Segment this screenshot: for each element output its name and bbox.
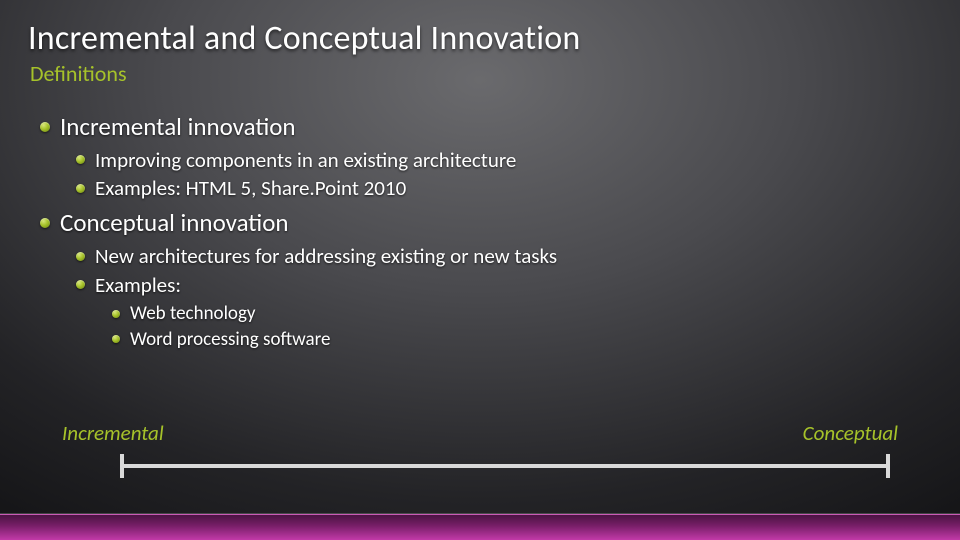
axis-bar <box>120 464 890 468</box>
slide-subtitle: Definitions <box>30 60 127 87</box>
bullet-icon <box>112 335 120 343</box>
list-item: Word processing software <box>112 327 920 353</box>
bullet-icon <box>40 122 50 132</box>
list-item: Incremental innovation Improving compone… <box>40 110 920 202</box>
content-area: Incremental innovation Improving compone… <box>40 110 920 356</box>
axis-right-label: Conceptual <box>803 420 898 446</box>
bullet-text: Incremental innovation <box>60 110 296 144</box>
bullet-text: Word processing software <box>130 327 330 353</box>
list-item: Examples: HTML 5, Share.Point 2010 <box>76 174 920 202</box>
slide-title: Incremental and Conceptual Innovation <box>28 18 580 59</box>
bullet-text: New architectures for addressing existin… <box>95 242 557 270</box>
bullet-icon <box>76 252 85 261</box>
bullet-icon <box>76 155 85 164</box>
bullet-icon <box>112 310 120 318</box>
bullet-icon <box>40 218 50 228</box>
list-item: Conceptual innovation New architectures … <box>40 206 920 352</box>
bullet-icon <box>76 280 85 289</box>
axis-left-label: Incremental <box>62 420 164 446</box>
axis: Incremental Conceptual <box>60 420 900 478</box>
axis-cap-right <box>886 454 890 478</box>
footer-bar <box>0 514 960 540</box>
list-item: Examples: Web technology Word processing… <box>76 271 920 353</box>
bullet-text: Improving components in an existing arch… <box>95 146 516 174</box>
bullet-text: Web technology <box>130 301 256 327</box>
axis-line <box>120 454 890 478</box>
bullet-text: Examples: HTML 5, Share.Point 2010 <box>95 174 406 202</box>
bullet-list: Incremental innovation Improving compone… <box>40 110 920 352</box>
bullet-text: Examples: <box>95 271 181 299</box>
bullet-icon <box>76 184 85 193</box>
bullet-text: Conceptual innovation <box>60 206 289 240</box>
list-item: New architectures for addressing existin… <box>76 242 920 270</box>
list-item: Web technology <box>112 301 920 327</box>
list-item: Improving components in an existing arch… <box>76 146 920 174</box>
